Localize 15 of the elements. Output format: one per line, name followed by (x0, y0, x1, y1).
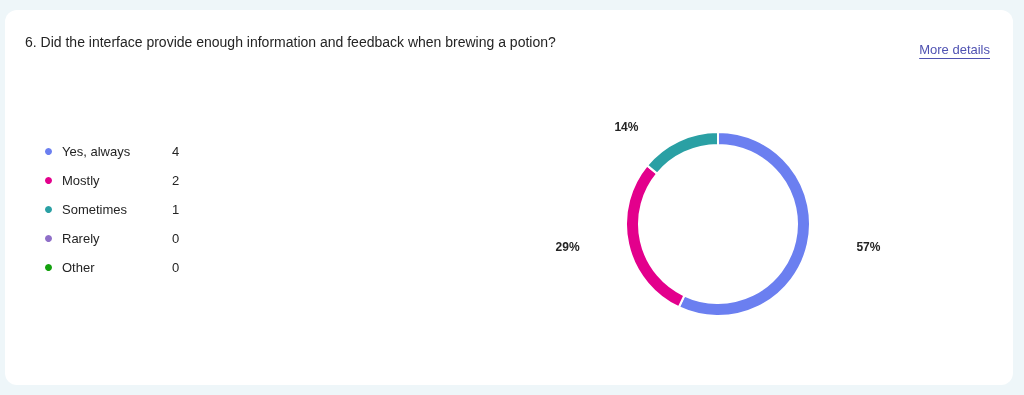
data-label: 29% (555, 240, 580, 255)
data-label: 14% (614, 120, 639, 135)
text: 1 (172, 202, 180, 217)
text: 4 (172, 144, 180, 159)
text: More details (919, 42, 990, 57)
chart-title: 6. Did the interface provide enough information and feedback when brewing a potion? (25, 34, 557, 50)
legend-label: Mostly (62, 173, 101, 188)
legend-label: Sometimes (62, 202, 128, 217)
data-label: 57% (856, 240, 881, 255)
text: 0 (172, 260, 180, 275)
legend-label: Yes, always (62, 144, 131, 159)
text: 0 (172, 231, 180, 246)
legend-label: Other (62, 260, 96, 275)
text: 2 (172, 173, 180, 188)
legend-label: Rarely (62, 231, 101, 246)
